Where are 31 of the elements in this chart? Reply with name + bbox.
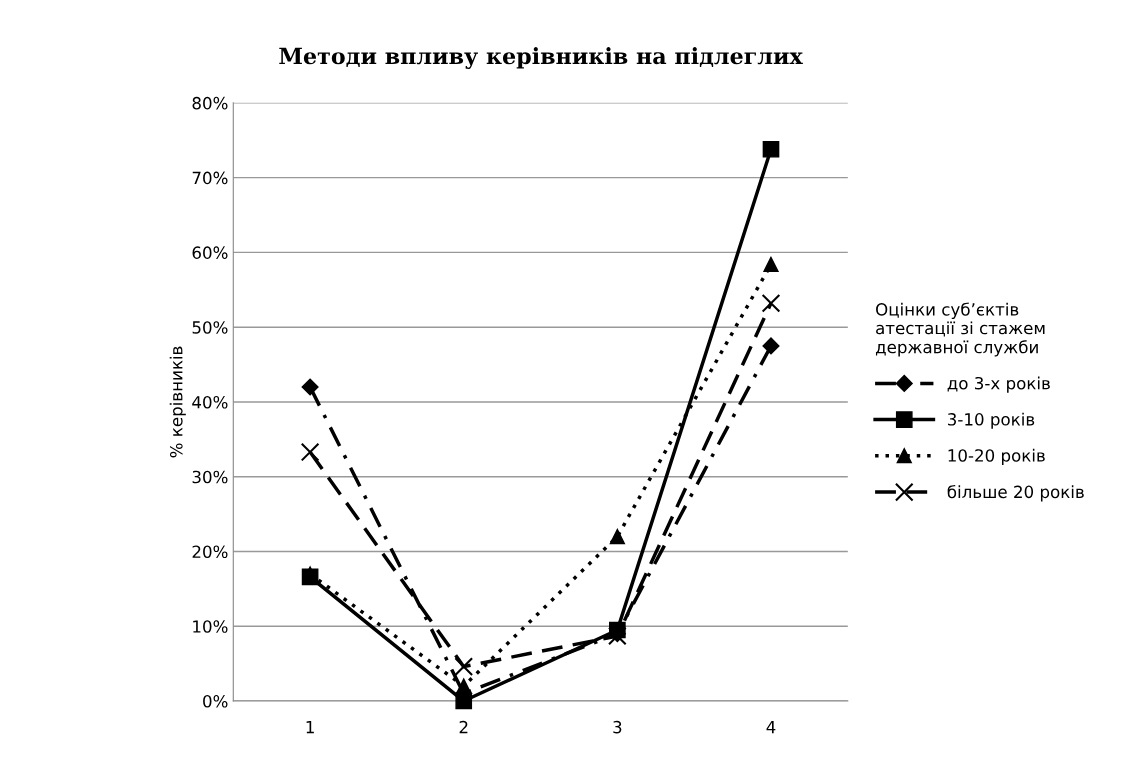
legend-label: 10-20 років: [948, 448, 1045, 465]
y-tick-label: 70%: [192, 171, 228, 185]
point: [456, 678, 472, 694]
x-tick-label: 2: [459, 720, 468, 734]
legend-label: більше 20 років: [947, 484, 1084, 502]
y-tick-label: 30%: [192, 470, 228, 484]
x-tick-label: 3: [613, 720, 622, 734]
point: [609, 528, 626, 545]
point: [301, 568, 319, 586]
chart-title: Методи впливу керівників на підлеглих: [279, 47, 803, 69]
point: [455, 692, 473, 710]
y-tick-label: 80%: [192, 96, 228, 110]
x-tick-label: 1: [306, 721, 314, 734]
point: [762, 140, 780, 158]
y-tick-label: 50%: [192, 321, 228, 334]
legend-label: 3-10 років: [948, 412, 1035, 429]
y-axis-title: % керівників: [169, 346, 186, 458]
y-tick-label: 10%: [193, 620, 228, 633]
y-tick-label: 20%: [192, 545, 228, 559]
point: [300, 442, 320, 462]
y-tick-label: 40%: [192, 395, 228, 409]
legend-label: до 3-х років: [947, 376, 1050, 393]
legend-title: Оцінки суб’єктів атестації зі стажем державної служби: [875, 302, 1045, 357]
y-tick-label: 60%: [192, 246, 228, 259]
point: [762, 337, 780, 355]
point: [761, 293, 781, 313]
x-tick-label: 4: [766, 721, 776, 734]
point: [763, 256, 779, 273]
point: [454, 657, 474, 677]
point: [301, 378, 319, 396]
y-tick-label: 0%: [203, 695, 228, 708]
